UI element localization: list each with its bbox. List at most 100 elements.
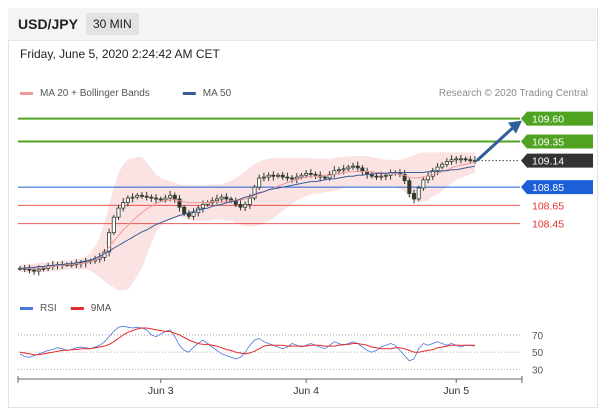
currency-pair-title: USD/JPY [18,16,78,32]
rsi-legend: RSI 9MA [20,303,112,314]
ma20-line [20,162,476,269]
candle-body [238,204,243,208]
candle [421,176,426,191]
candle-body [313,173,318,176]
candle-body [32,269,37,272]
candle-body [215,198,220,202]
candle [135,193,140,200]
candle-body [351,165,356,168]
candle-body [163,197,168,201]
candle-body [346,166,351,170]
resistance-1-label: 109.35 [521,134,593,149]
candle-body [271,174,276,177]
support-2-label: 108.45 [532,219,564,231]
candle [351,162,356,170]
candle [355,161,360,172]
candle-body [336,169,341,172]
candle-body [444,161,449,165]
candle-body [435,166,440,172]
candle [252,184,257,201]
candle-body [107,232,112,253]
x-axis: Jun 3 Jun 4 Jun 5 [17,376,523,397]
candle-body [219,196,224,200]
chart-panel [8,8,598,408]
candle-body [111,216,116,234]
candle [468,156,473,164]
candle-body [257,177,262,188]
candle-body [379,175,384,178]
bollinger-band-area [20,152,475,291]
candle-body [294,176,299,180]
candle [313,171,318,180]
candle-body [449,159,454,162]
resistance-1-value: 109.35 [532,136,564,148]
candle [285,172,290,182]
candle [238,199,243,211]
candle [154,194,159,204]
candle-body [421,179,426,189]
legend-swatch [182,92,196,95]
candle-body [299,174,304,178]
pivot-value: 108.85 [532,182,564,194]
legend-swatch [20,307,33,310]
candle-body [261,176,266,179]
current-badge [521,153,593,168]
candle [463,156,468,163]
pivot-label: 108.85 [521,180,593,195]
candle-body [139,194,144,197]
candle [107,228,112,257]
rsi-tick-label: 30 [532,365,544,376]
candle-body [468,159,473,162]
x-tick-label: Jun 5 [443,385,469,397]
candle [139,191,144,200]
pivot-badge [521,180,593,195]
candle-body [327,173,332,179]
candle-body [168,194,173,199]
candle-body [247,197,252,205]
candle-body [374,175,379,178]
candle-body [416,187,421,200]
candle [454,155,459,164]
candle [27,264,32,274]
candle-body [454,158,459,161]
candle-body [290,177,295,180]
candle-body [355,165,360,169]
resistance-2-badge [521,111,593,126]
forecast-arrow [476,120,522,162]
candle [294,173,299,184]
candle-body [130,196,135,199]
resistance-2-label: 109.60 [521,111,593,126]
candle-body [116,207,121,218]
candle [177,195,182,212]
candle-body [135,194,140,198]
candle [186,210,191,220]
candle-body [341,168,346,171]
legend-swatch [70,307,84,310]
current-value: 109.14 [532,156,564,168]
main-legend: MA 20 + Bollinger Bands MA 50 [20,88,232,99]
candle [215,194,220,205]
rsi-tick-label: 70 [532,331,544,342]
candle [144,191,149,201]
rsi-ma-line [19,327,475,356]
candle-body [172,194,177,200]
candle-body [224,196,229,200]
candle-body [200,204,205,209]
candle-body [308,173,313,175]
candle-body [266,174,271,178]
candle-body [440,163,445,168]
candle-body [36,268,41,272]
support-1-value: 108.65 [532,200,564,212]
candle [116,204,121,221]
candle-body [144,195,149,198]
legend-label: MA 50 [203,88,232,99]
candle [121,198,126,212]
candle-body [412,193,417,200]
legend-label: MA 20 + Bollinger Bands [40,88,150,99]
candle-body [154,197,159,200]
candle [449,155,454,165]
timeframe-badge[interactable]: 30 MIN [86,13,139,35]
candle-body [275,174,280,177]
candle-body [191,212,196,217]
candle [346,164,351,172]
